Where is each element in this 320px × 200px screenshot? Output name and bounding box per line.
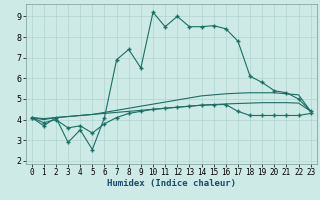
- X-axis label: Humidex (Indice chaleur): Humidex (Indice chaleur): [107, 179, 236, 188]
